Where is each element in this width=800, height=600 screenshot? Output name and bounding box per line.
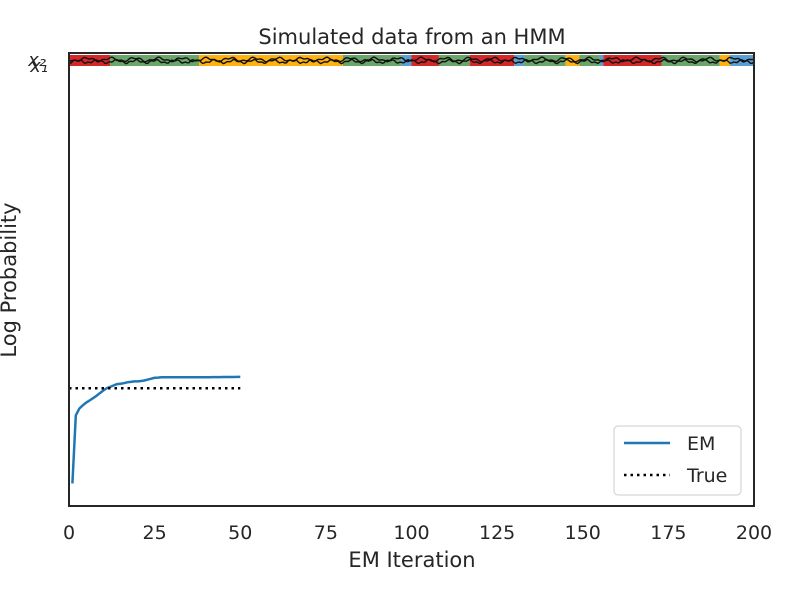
x-tick-label: 150 (565, 522, 601, 544)
state-band-segment (438, 55, 470, 66)
state-band-segment (411, 55, 439, 66)
state-band-segment (257, 55, 343, 66)
state-band-segment (661, 55, 720, 66)
x-tick-label: 50 (228, 522, 252, 544)
x-tick-label: 25 (143, 522, 167, 544)
legend-true-label: True (686, 465, 727, 487)
y-axis-label: Log Probability (0, 202, 21, 357)
x-tick-label: 0 (63, 522, 75, 544)
legend: EM True (613, 425, 742, 496)
y-tick-x2: x₂ (27, 50, 46, 71)
state-band-segment (603, 55, 662, 66)
chart-title: Simulated data from an HMM (258, 25, 565, 49)
series-layer (69, 375, 241, 484)
y-tick-x1: x₁ (29, 56, 48, 77)
x-ticks: 0 25 50 75 100 125 150 175 200 (63, 522, 772, 544)
observation-trace-x2 (68, 58, 755, 65)
x-tick-label: 100 (393, 522, 429, 544)
state-band-segment (514, 55, 525, 66)
x-tick-label: 200 (736, 522, 772, 544)
legend-em-label: EM (687, 433, 715, 455)
state-band-segment (343, 55, 402, 66)
x-axis-label: EM Iteration (348, 548, 475, 572)
state-band-segment (69, 55, 111, 66)
x-tick-label: 175 (650, 522, 686, 544)
x-tick-label: 125 (479, 522, 515, 544)
x-tick-label: 75 (314, 522, 338, 544)
series-em-line (71, 375, 241, 484)
observation-trace-x1 (68, 56, 755, 63)
state-band (68, 55, 755, 66)
plot-frame (68, 52, 755, 507)
state-band-segment (199, 55, 258, 66)
